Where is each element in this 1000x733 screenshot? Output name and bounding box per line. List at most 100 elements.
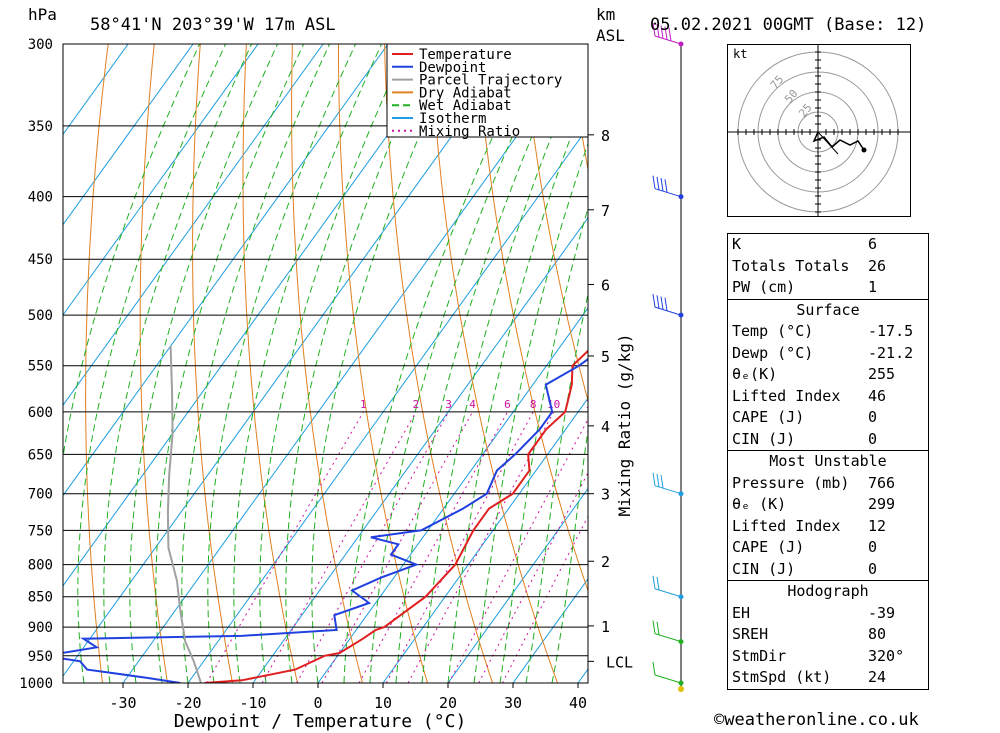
hodograph-index-value: 24	[868, 668, 887, 686]
hodograph-index-value: 320°	[868, 646, 905, 665]
indices-panel: K 6 Totals Totals 26 PW (cm) 1 Surface Temp (…	[727, 233, 929, 690]
wind-barb-flag	[660, 178, 664, 192]
pressure-tick-label: 550	[28, 359, 53, 375]
wind-barb-staff	[654, 485, 682, 495]
mixing-ratio-line	[448, 418, 588, 683]
mixing-ratio-line	[261, 411, 417, 683]
mixing-ratio-label: 25	[636, 398, 649, 411]
isotherm-line	[63, 44, 259, 316]
isotherm-line	[63, 44, 324, 407]
wet-adiabat	[259, 44, 409, 683]
surface-index-row: Temp (°C) -17.5	[728, 321, 928, 343]
wind-barb-staff	[654, 188, 682, 198]
surface-section: Surface Temp (°C) -17.5 Dewp (°C) -21.2 θₑ(K…	[728, 298, 928, 451]
wind-barb-flag	[656, 576, 660, 591]
height-tick-label: 3	[601, 486, 610, 504]
wet-adiabat	[525, 292, 588, 683]
x-tick-label: -20	[174, 694, 201, 712]
wind-barb-flag	[652, 294, 656, 308]
wind-barb-staff	[654, 674, 682, 684]
hodograph-index-row: StmDir 320°	[728, 646, 928, 668]
wind-barbs-column	[652, 22, 684, 692]
surface-index-row: θₑ(K) 255	[728, 364, 928, 386]
mu-index-label: Lifted Index	[732, 516, 841, 535]
surface-index-label: Lifted Index	[732, 386, 841, 405]
hodograph-ring-label: 25	[796, 101, 814, 120]
general-index-value: 6	[868, 235, 878, 253]
wet-adiabat	[395, 44, 573, 683]
wet-adiabat	[77, 44, 227, 683]
mixing-ratio-label: 4	[469, 398, 476, 411]
dry-adiabat	[85, 44, 109, 683]
legend-item-label: Wet Adiabat	[419, 98, 512, 114]
hodograph-index-label: StmSpd (kt)	[732, 668, 832, 686]
wind-barb-staff	[654, 306, 682, 316]
wind-barb-flag	[652, 575, 656, 589]
height-tick-label: 7	[601, 202, 610, 220]
pressure-tick-label: 300	[28, 37, 53, 53]
wind-barb-flag	[664, 26, 668, 40]
general-index-value: 26	[868, 256, 887, 275]
wet-adiabat	[343, 44, 537, 683]
mixing-ratio-label: 6	[504, 398, 511, 411]
x-tick-label: 40	[569, 694, 587, 712]
hodograph-ring-label: 75	[768, 73, 786, 92]
pressure-tick-label: 500	[28, 308, 53, 324]
wet-adiabat	[181, 44, 331, 683]
wet-adiabat	[421, 46, 588, 683]
isotherm-line	[317, 307, 588, 683]
mixing-ratio-line	[385, 411, 534, 683]
pressure-tick-label: 750	[28, 523, 53, 539]
wet-adiabat	[63, 44, 201, 461]
wind-barb-flag	[660, 296, 664, 310]
general-index-label: Totals Totals	[732, 256, 850, 275]
mu-index-value: 0	[868, 538, 878, 556]
dry-adiabat	[242, 44, 298, 683]
mu-index-row: Pressure (mb) 766	[728, 473, 928, 495]
hodograph-end-dot	[861, 147, 867, 153]
hodograph-index-label: StmDir	[732, 646, 787, 665]
surface-index-row: CIN (J) 0	[728, 429, 928, 451]
mu-index-value: 0	[868, 559, 878, 578]
mu-index-value: 12	[868, 516, 887, 535]
isotherm-line	[252, 216, 588, 683]
surface-index-value: -17.5	[868, 322, 914, 340]
wind-barb-staff	[654, 633, 682, 643]
isotherm-line	[447, 487, 588, 683]
parcel-trajectory-line	[166, 345, 202, 683]
general-indices: K 6 Totals Totals 26 PW (cm) 1	[728, 234, 928, 299]
isotherm-line	[187, 126, 588, 683]
mixing-ratio-line	[206, 411, 364, 683]
wind-barb-staff	[654, 588, 682, 598]
mu-index-row: θₑ (K) 299	[728, 494, 928, 516]
surface-index-value: 0	[868, 429, 878, 448]
wet-adiabat	[207, 44, 357, 683]
height-tick-label: 6	[601, 277, 610, 295]
x-tick-label: -10	[239, 694, 266, 712]
pressure-tick-label: 1000	[19, 676, 53, 692]
legend-item-label: Temperature	[419, 47, 512, 63]
credit-link[interactable]: ©weatheronline.co.uk	[714, 710, 919, 730]
wet-adiabat	[129, 44, 279, 683]
isotherm-line	[63, 44, 454, 587]
surface-index-label: θₑ(K)	[732, 365, 778, 383]
wind-barb-flag	[652, 22, 656, 37]
pressure-tick-label: 800	[28, 558, 53, 574]
hodograph-index-label: EH	[732, 603, 751, 622]
mixing-ratio-axis-title: Mixing Ratio (g/kg)	[615, 333, 634, 516]
legend-item-label: Dewpoint	[419, 60, 486, 76]
dry-adiabat	[937, 44, 1000, 683]
x-tick-label: 20	[439, 694, 457, 712]
legend-item-label: Dry Adiabat	[419, 85, 512, 101]
mu-index-label: Pressure (mb)	[732, 473, 850, 492]
pressure-tick-label: 650	[28, 447, 53, 463]
mixing-ratio-label: 8	[530, 398, 537, 411]
general-index-row: PW (cm) 1	[728, 277, 928, 299]
surface-title: Surface	[796, 300, 860, 319]
asl-unit-label: ASL	[596, 26, 625, 45]
mu-index-row: CIN (J) 0	[728, 559, 928, 581]
isotherm-line	[382, 397, 588, 683]
storm-motion-vector	[817, 131, 839, 155]
mu-index-label: θₑ (K)	[732, 495, 787, 513]
